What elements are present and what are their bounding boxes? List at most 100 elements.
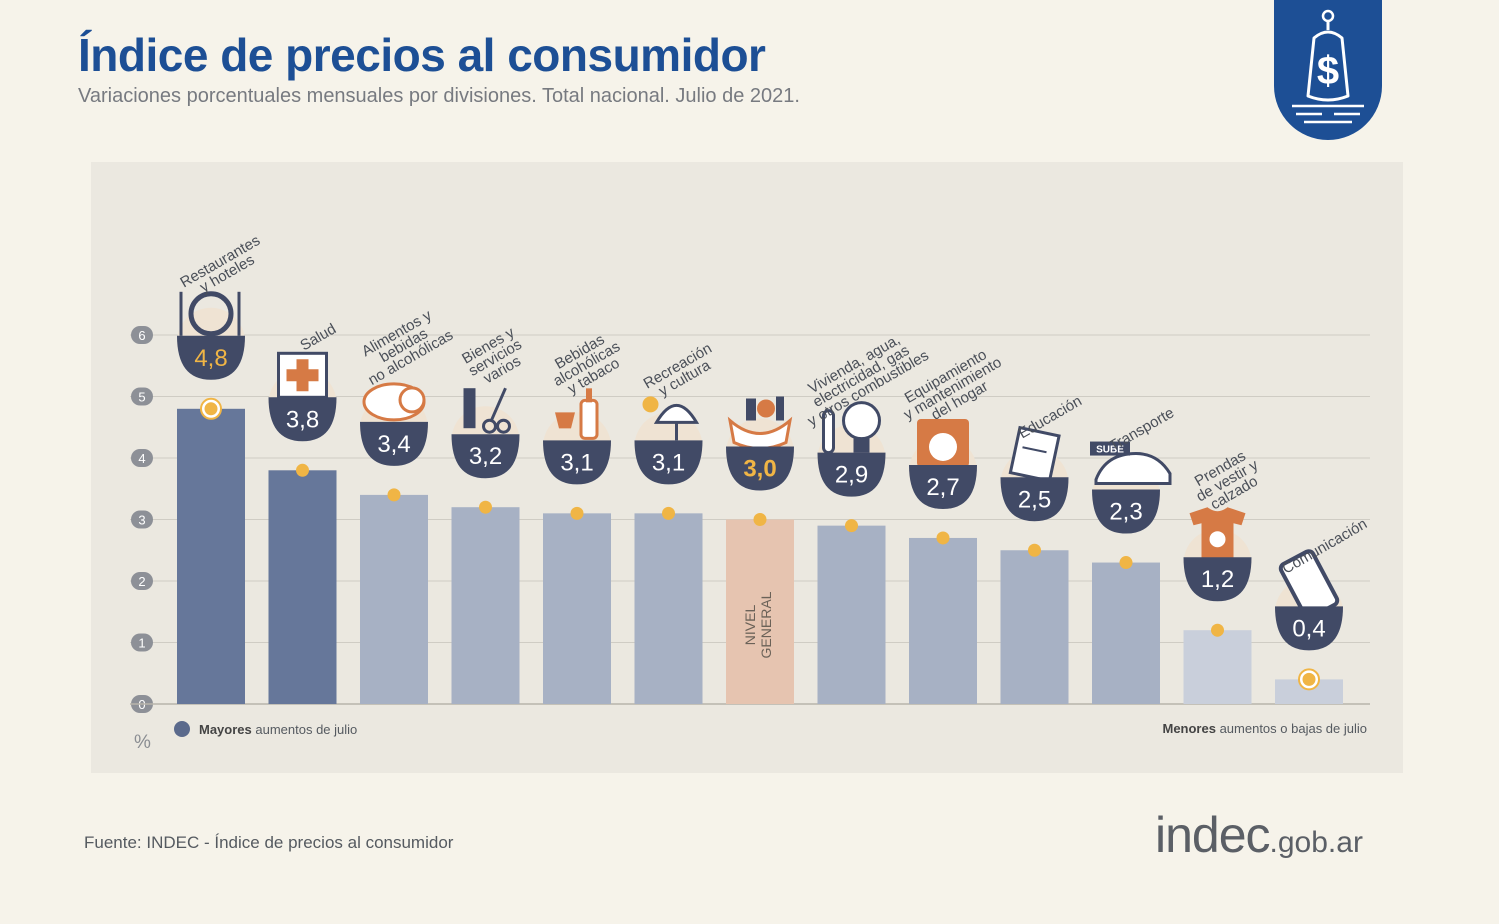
y-tick-label-6: 6 (138, 328, 145, 343)
data-label-3: 3,2 (469, 443, 502, 470)
value-dot-8 (936, 531, 950, 545)
data-label-4: 3,1 (560, 449, 593, 476)
category-label-line: Salud (297, 320, 339, 354)
icon-part (463, 388, 476, 429)
price-tag-badge: $ (1274, 0, 1382, 140)
value-bubble-7 (817, 452, 886, 497)
value-dot-1 (296, 463, 309, 477)
y-tick-badge-6 (131, 326, 153, 344)
value-dot-3 (479, 500, 492, 514)
y-tick-badge-5 (131, 387, 153, 406)
bar-6 (726, 519, 794, 704)
page-subtitle: Variaciones porcentuales mensuales por d… (78, 85, 800, 107)
value-dot-7 (845, 519, 858, 533)
value-bubble-4 (543, 440, 611, 485)
category-label-12: Comunicación (1279, 515, 1370, 577)
data-label-5: 3,1 (652, 449, 685, 476)
value-dot-6 (753, 513, 767, 526)
value-dot-5 (662, 506, 675, 520)
data-label-1: 3,8 (286, 406, 319, 433)
value-bubble-8 (909, 464, 977, 509)
value-dot-0 (204, 402, 218, 416)
bar-10 (1092, 562, 1160, 704)
svg-text:$: $ (1317, 49, 1339, 93)
tshirt-sandal-icon (1189, 507, 1246, 560)
page-title: Índice de precios al consumidor (78, 29, 766, 81)
icon-part (555, 412, 575, 429)
legend-max-swatch (174, 721, 190, 737)
source-note: Fuente: INDEC - Índice de precios al con… (84, 833, 454, 852)
bar-9 (1000, 550, 1069, 704)
value-dot-12 (1302, 672, 1316, 686)
price-tag-dollar-icon: $ (1292, 9, 1364, 124)
sube-card-car-icon: SUBE (1090, 441, 1172, 486)
y-tick-label-4: 4 (138, 451, 145, 466)
data-label-8: 2,7 (926, 474, 959, 501)
value-bubble-12 (1275, 606, 1343, 651)
general-bar-label: NIVELGENERAL (742, 591, 774, 658)
icon-part (853, 438, 870, 453)
bar-2 (360, 494, 428, 704)
icon-part (1209, 531, 1226, 548)
value-dot-4 (570, 506, 584, 520)
bar-1 (268, 470, 337, 704)
washing-machine-icon (917, 418, 969, 467)
sube-icon-text: SUBE (1096, 445, 1124, 456)
general-bar-label-line: GENERAL (758, 591, 774, 658)
value-bubble-6 (726, 446, 794, 491)
data-label-7: 2,9 (835, 462, 868, 489)
data-label-11: 1,2 (1201, 566, 1234, 593)
value-bubble-2 (360, 421, 428, 466)
value-bubble-0 (177, 335, 245, 380)
icon-part (579, 398, 599, 440)
general-bar-label-line: NIVEL (742, 605, 758, 646)
bar-7 (817, 525, 886, 704)
y-tick-badge-4 (131, 449, 153, 467)
icon-part (929, 432, 957, 461)
icon-part (776, 396, 784, 421)
legend-min-bold: Menores (1162, 721, 1216, 736)
y-tick-label-5: 5 (138, 390, 145, 405)
category-label-3: Bienes yserviciosvarios (459, 324, 532, 392)
cutlery-plate-icon (179, 291, 241, 337)
category-label-5: Recreacióny cultura (641, 340, 722, 405)
icon-part (757, 399, 775, 418)
icon-part (398, 386, 426, 414)
data-label-6: 3,0 (743, 456, 776, 483)
bar-0 (177, 408, 245, 704)
value-dot-9 (1028, 543, 1041, 557)
book-icon (1008, 425, 1061, 483)
medical-cross-icon (277, 351, 328, 399)
value-bubble-11 (1183, 557, 1252, 602)
data-label-10: 2,3 (1109, 499, 1142, 526)
value-dot-10 (1119, 556, 1133, 570)
data-label-0: 4,8 (194, 345, 227, 372)
y-tick-label-3: 3 (138, 513, 145, 528)
icon-part (1008, 425, 1061, 483)
data-label-9: 2,5 (1018, 486, 1051, 513)
wine-bottle-icon (555, 388, 599, 440)
umbrella-sun-icon (642, 396, 700, 441)
data-label-2: 3,4 (377, 431, 410, 458)
value-bubble-5 (634, 440, 703, 485)
category-label-11: Prendasde vestir ycalzado (1186, 444, 1268, 517)
indec-logo[interactable]: indec.gob.ar (1155, 806, 1363, 864)
icon-part (496, 418, 511, 434)
icon-part (642, 396, 659, 413)
y-tick-badge-3 (131, 510, 153, 529)
category-label-1: Salud (297, 320, 339, 354)
icon-part (482, 418, 497, 434)
value-dot-2 (387, 488, 401, 502)
icon-part (1094, 452, 1172, 486)
icon-part (586, 388, 592, 403)
category-label-2: Alimentos ybebidasno alcohólicas (351, 302, 456, 389)
logo-domain: .gob.ar (1269, 826, 1363, 859)
bar-8 (909, 537, 977, 704)
value-dot-11 (1211, 623, 1224, 637)
category-label-line: Transporte (1106, 404, 1177, 455)
value-bubble-1 (268, 397, 337, 442)
icon-part (1022, 446, 1047, 454)
legend-max-bold: Mayores (199, 721, 252, 737)
logo-main: indec (1155, 807, 1271, 863)
icon-part (746, 398, 756, 421)
